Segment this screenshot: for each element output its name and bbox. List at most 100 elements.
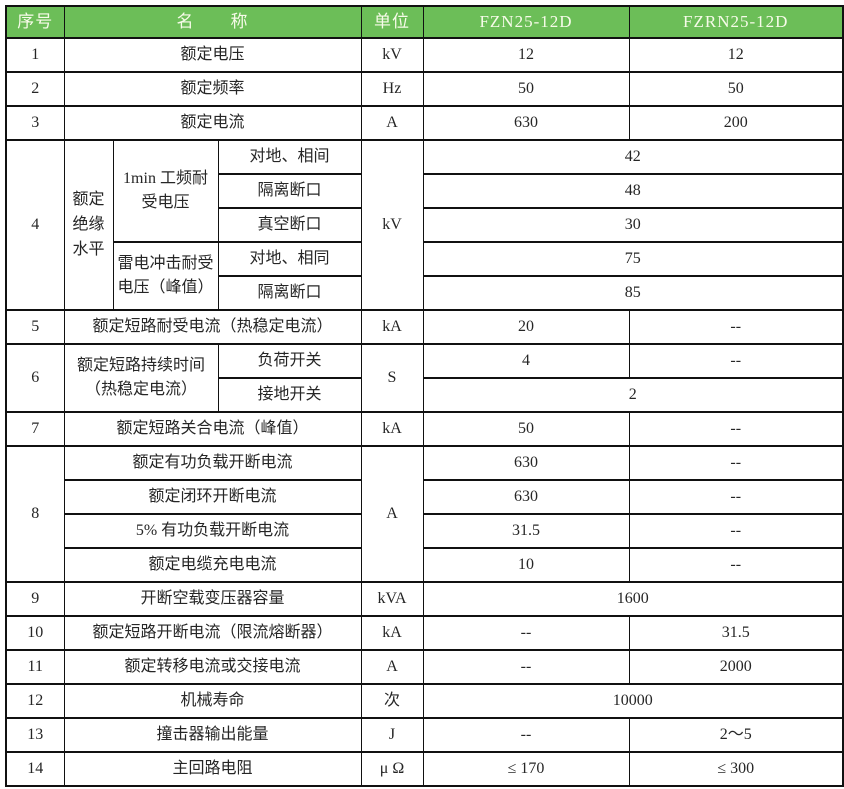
row6-unit: S [360,343,424,414]
row10-unit: kA [360,615,424,652]
row11-serial: 11 [5,649,65,686]
row8-value-5pct-load-fzn: 31.5 [422,513,630,550]
table-row: 接地开关 2 [6,377,844,414]
table-row: 14 主回路电阻 μ Ω ≤ 170 ≤ 300 [5,751,844,788]
row9-value: 1600 [422,581,844,618]
row7-name: 额定短路关合电流（峰值） [63,411,362,448]
row13-serial: 13 [5,717,65,754]
row4-item-vacuum: 真空断口 [217,207,362,244]
row3-serial: 3 [5,105,65,142]
table-row: 真空断口 30 [6,207,844,244]
row9-unit: kVA [360,581,424,618]
table-row: 2 额定频率 Hz 50 50 [5,71,844,108]
row10-value-fzn: -- [422,615,630,652]
table-row: 4 额定绝缘水平 1min 工频耐受电压 对地、相间 kV 42 [5,139,844,312]
header-serial: 序号 [5,4,65,40]
row8-unit: A [360,445,424,584]
row8-value-active-load-fzrn: -- [628,445,844,482]
row4-serial: 4 [5,139,65,312]
row5-value-fzrn: -- [628,309,844,346]
row1-value-fzrn: 12 [628,37,844,74]
row2-name: 额定频率 [63,71,362,108]
row14-value-fzn: ≤ 170 [422,751,630,788]
row8-value-closed-loop-fzrn: -- [628,479,844,516]
header-model-fzrn25: FZRN25-12D [628,4,844,40]
row14-serial: 14 [5,751,65,788]
row4-item-impulse-phase: 对地、相同 [217,241,362,278]
row8-name-cable-charging: 额定电缆充电电流 [63,547,362,584]
row4-group-label: 额定绝缘水平 [63,139,114,312]
row1-value-fzn: 12 [422,37,630,74]
row5-name: 额定短路耐受电流（热稳定电流） [63,309,362,346]
header-model-fzn25: FZN25-12D [422,4,630,40]
row13-value-fzrn: 2～5 [628,717,844,754]
row4-value-vacuum: 30 [422,207,844,244]
table-header-row: 序号 名 称 单位 FZN25-12D FZRN25-12D [5,4,844,40]
row8-value-closed-loop-fzn: 630 [422,479,630,516]
row12-name: 机械寿命 [63,683,362,720]
table-row: 5 额定短路耐受电流（热稳定电流） kA 20 -- [5,309,844,346]
row10-serial: 10 [5,615,65,652]
row4-unit: kV [360,139,424,312]
row2-value-fzn: 50 [422,71,630,108]
row4-value-isolating: 48 [422,173,844,210]
row11-value-fzn: -- [422,649,630,686]
row8-name-active-load: 额定有功负载开断电流 [63,445,362,482]
row10-value-fzrn: 31.5 [628,615,844,652]
row13-value-fzn: -- [422,717,630,754]
table-row: 5% 有功负载开断电流 31.5 -- [6,513,844,550]
row12-value: 10000 [422,683,844,720]
row8-value-active-load-fzn: 630 [422,445,630,482]
row8-value-5pct-load-fzrn: -- [628,513,844,550]
table-row: 额定闭环开断电流 630 -- [6,479,844,516]
table-row: 隔离断口 85 [6,275,844,312]
row1-unit: kV [360,37,424,74]
row1-name: 额定电压 [63,37,362,74]
row7-unit: kA [360,411,424,448]
row2-serial: 2 [5,71,65,108]
row10-name: 额定短路开断电流（限流熔断器） [63,615,362,652]
table-row: 额定电缆充电电流 10 -- [6,547,844,584]
table-row: 7 额定短路关合电流（峰值） kA 50 -- [5,411,844,448]
row13-unit: J [360,717,424,754]
row14-value-fzrn: ≤ 300 [628,751,844,788]
row2-value-fzrn: 50 [628,71,844,108]
row1-serial: 1 [5,37,65,74]
row14-unit: μ Ω [360,751,424,788]
row3-unit: A [360,105,424,142]
header-name: 名 称 [63,4,362,40]
row14-name: 主回路电阻 [63,751,362,788]
table-row: 9 开断空载变压器容量 kVA 1600 [5,581,844,618]
table-row: 6 额定短路持续时间（热稳定电流） 负荷开关 S 4 -- [5,343,844,414]
row4-value-impulse-phase: 75 [422,241,844,278]
row12-unit: 次 [360,683,424,720]
header-unit: 单位 [360,4,424,40]
row4-item-isolating: 隔离断口 [217,173,362,210]
row5-serial: 5 [5,309,65,346]
row2-unit: Hz [360,71,424,108]
row9-serial: 9 [5,581,65,618]
table-row: 3 额定电流 A 630 200 [5,105,844,142]
row4-value-impulse-isolating: 85 [422,275,844,312]
table-row: 1 额定电压 kV 12 12 [5,37,844,74]
table-row: 13 撞击器输出能量 J -- 2～5 [5,717,844,754]
row6-serial: 6 [5,343,65,414]
row5-value-fzn: 20 [422,309,630,346]
row13-name: 撞击器输出能量 [63,717,362,754]
row3-value-fzn: 630 [422,105,630,142]
row4-powerfreq-label: 1min 工频耐受电压 [112,139,219,244]
row7-value-fzrn: -- [628,411,844,448]
table-row: 12 机械寿命 次 10000 [5,683,844,720]
row4-value-phase: 42 [422,139,844,176]
row11-name: 额定转移电流或交接电流 [63,649,362,686]
row11-value-fzrn: 2000 [628,649,844,686]
row3-value-fzrn: 200 [628,105,844,142]
row6-value-earthswitch: 2 [422,377,844,414]
row4-impulse-label: 雷电冲击耐受电压（峰值） [112,241,219,312]
row6-name: 额定短路持续时间（热稳定电流） [63,343,219,414]
row6-value-loadswitch-fzn: 4 [422,343,630,380]
row8-name-5pct-load: 5% 有功负载开断电流 [63,513,362,550]
row9-name: 开断空载变压器容量 [63,581,362,618]
table-row: 雷电冲击耐受电压（峰值） 对地、相同 75 [6,241,844,312]
